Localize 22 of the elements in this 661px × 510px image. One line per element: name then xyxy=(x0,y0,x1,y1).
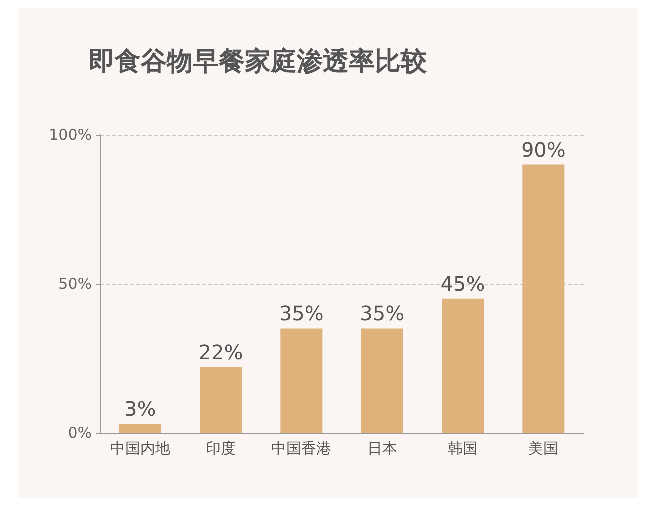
y-tick-label: 100% xyxy=(49,126,92,144)
bar xyxy=(200,367,242,433)
x-tick-label: 韩国 xyxy=(448,440,478,458)
bar xyxy=(119,424,162,433)
data-label: 35% xyxy=(279,302,324,326)
data-label: 35% xyxy=(360,302,405,326)
chart-title: 即食谷物早餐家庭渗透率比较 xyxy=(89,47,428,77)
y-tick-label: 0% xyxy=(68,424,92,442)
x-tick-label: 中国内地 xyxy=(110,440,170,458)
data-label: 3% xyxy=(124,397,156,422)
x-tick-label: 中国香港 xyxy=(272,440,332,458)
x-tick-label: 日本 xyxy=(367,440,398,458)
x-tick-label: 美国 xyxy=(528,440,559,458)
bar xyxy=(361,328,404,433)
bar xyxy=(522,164,565,433)
y-tick-label: 50% xyxy=(58,275,92,293)
data-label: 45% xyxy=(440,272,486,296)
bar xyxy=(442,298,484,433)
data-label: 22% xyxy=(198,340,244,364)
bar xyxy=(280,328,323,433)
x-tick-label: 印度 xyxy=(206,440,236,458)
data-label: 90% xyxy=(521,138,566,162)
